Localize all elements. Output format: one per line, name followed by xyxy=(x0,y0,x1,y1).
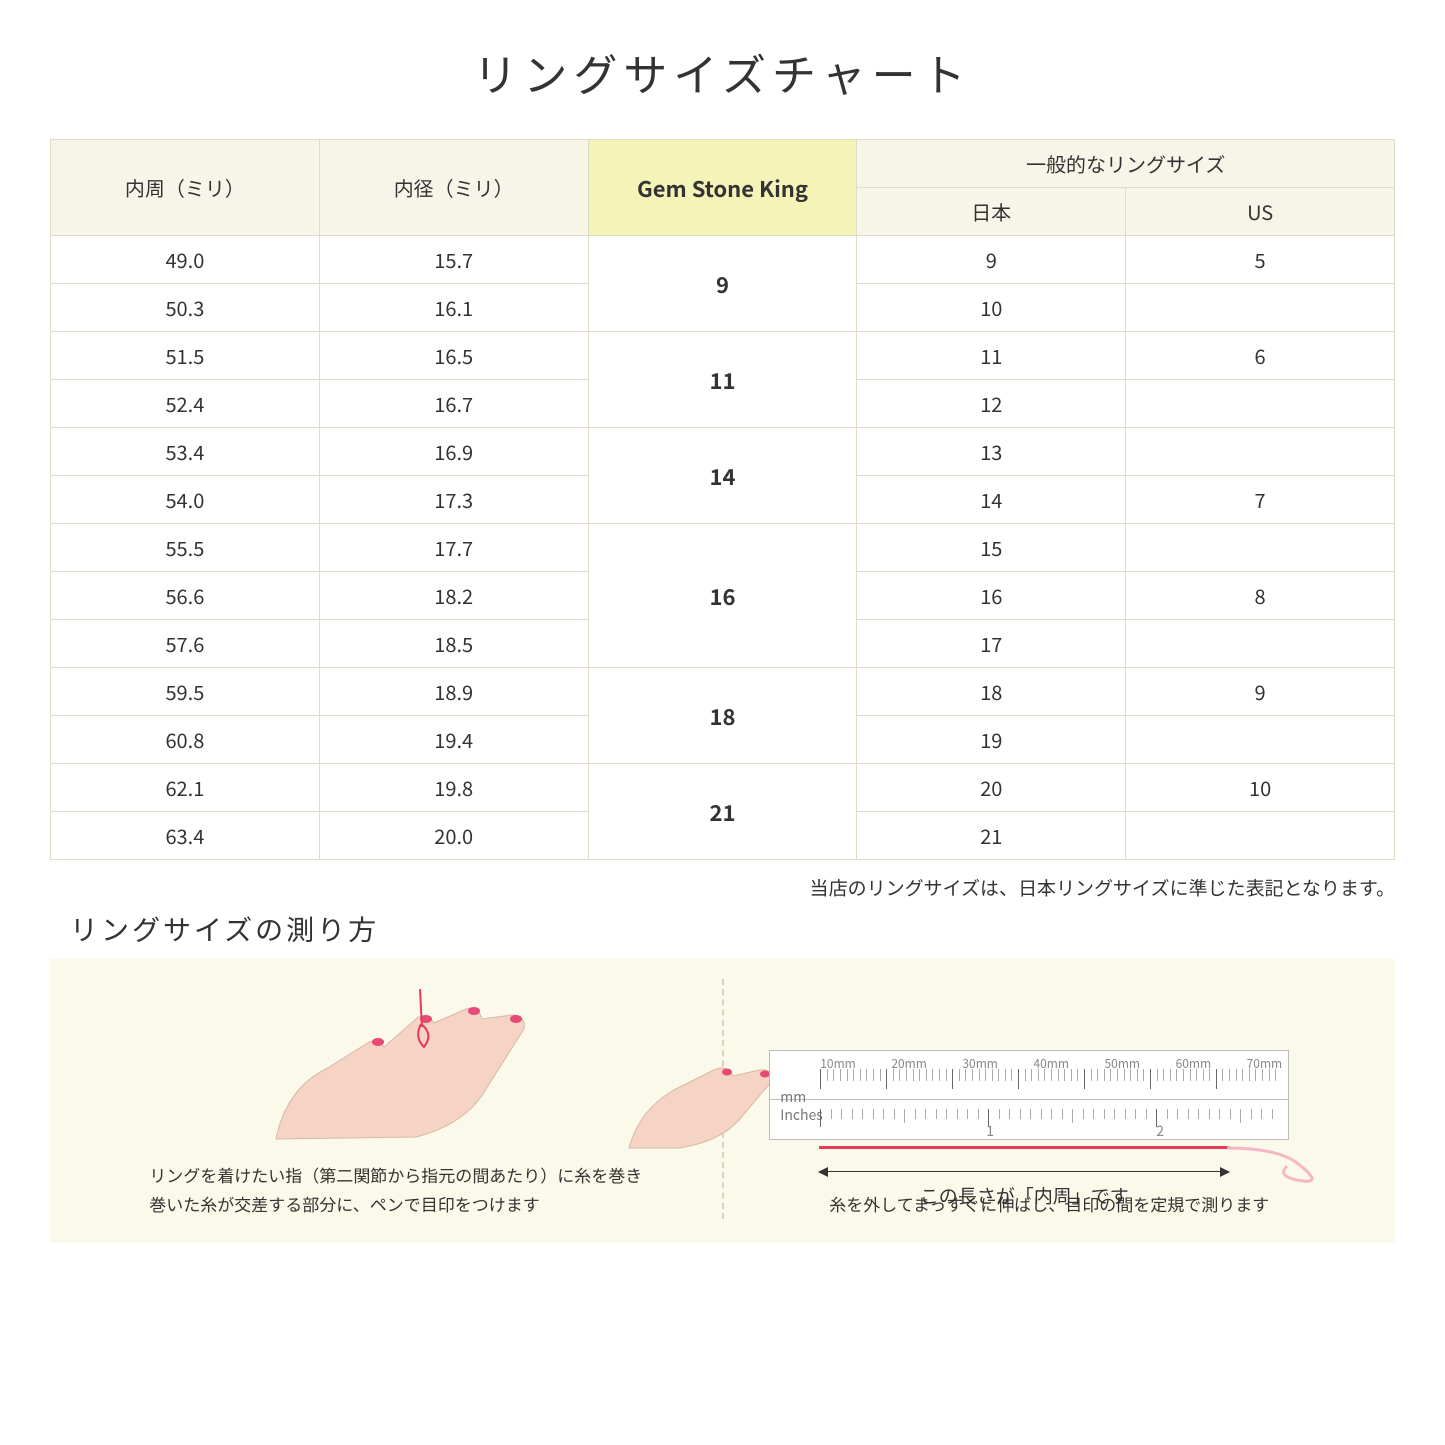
howto-left-line1: リングを着けたい指（第二関節から指元の間あたり）に糸を巻き xyxy=(149,1162,642,1187)
cell-us xyxy=(1126,284,1395,332)
cell-us xyxy=(1126,524,1395,572)
cell-japan: 12 xyxy=(857,380,1126,428)
cell-us: 9 xyxy=(1126,668,1395,716)
cell-japan: 20 xyxy=(857,764,1126,812)
cell-gsk: 11 xyxy=(588,332,857,428)
cell-gsk: 21 xyxy=(588,764,857,860)
cell-diameter: 17.7 xyxy=(319,524,588,572)
cell-diameter: 16.5 xyxy=(319,332,588,380)
cell-diameter: 16.7 xyxy=(319,380,588,428)
cell-circumference: 63.4 xyxy=(51,812,320,860)
th-diameter: 内径（ミリ） xyxy=(319,140,588,236)
howto-left-caption: リングを着けたい指（第二関節から指元の間あたり）に糸を巻き 巻いた糸が交差する部… xyxy=(149,1161,642,1219)
cell-circumference: 53.4 xyxy=(51,428,320,476)
howto-right: 10mm20mm30mm40mm50mm60mm70mm mm Inches 1… xyxy=(734,979,1366,1219)
dimension-arrow xyxy=(819,1160,1229,1184)
cell-circumference: 56.6 xyxy=(51,572,320,620)
cell-us xyxy=(1126,428,1395,476)
cell-circumference: 54.0 xyxy=(51,476,320,524)
cell-us: 7 xyxy=(1126,476,1395,524)
cell-gsk: 16 xyxy=(588,524,857,668)
cell-circumference: 60.8 xyxy=(51,716,320,764)
cell-diameter: 16.9 xyxy=(319,428,588,476)
cell-gsk: 18 xyxy=(588,668,857,764)
cell-circumference: 62.1 xyxy=(51,764,320,812)
ring-size-table: 内周（ミリ） 内径（ミリ） Gem Stone King 一般的なリングサイズ … xyxy=(50,139,1395,860)
th-general: 一般的なリングサイズ xyxy=(857,140,1395,188)
cell-japan: 14 xyxy=(857,476,1126,524)
cell-japan: 11 xyxy=(857,332,1126,380)
th-us: US xyxy=(1126,188,1395,236)
cell-diameter: 17.3 xyxy=(319,476,588,524)
cell-us: 8 xyxy=(1126,572,1395,620)
dimension-label: この長さが「内周」です xyxy=(819,1182,1229,1209)
ruler-in-label: Inches xyxy=(780,1105,823,1125)
cell-japan: 9 xyxy=(857,236,1126,284)
cell-japan: 17 xyxy=(857,620,1126,668)
cell-diameter: 20.0 xyxy=(319,812,588,860)
howto-left-line2: 巻いた糸が交差する部分に、ペンで目印をつけます xyxy=(149,1191,540,1216)
table-row: 51.516.511116 xyxy=(51,332,1395,380)
cell-japan: 18 xyxy=(857,668,1126,716)
cell-japan: 10 xyxy=(857,284,1126,332)
cell-diameter: 15.7 xyxy=(319,236,588,284)
table-row: 62.119.8212010 xyxy=(51,764,1395,812)
cell-japan: 16 xyxy=(857,572,1126,620)
cell-us: 10 xyxy=(1126,764,1395,812)
cell-circumference: 55.5 xyxy=(51,524,320,572)
howto-left: リングを着けたい指（第二関節から指元の間あたり）に糸を巻き 巻いた糸が交差する部… xyxy=(80,979,712,1219)
cell-diameter: 18.5 xyxy=(319,620,588,668)
cell-japan: 21 xyxy=(857,812,1126,860)
cell-diameter: 18.2 xyxy=(319,572,588,620)
cell-circumference: 52.4 xyxy=(51,380,320,428)
cell-circumference: 49.0 xyxy=(51,236,320,284)
ruler: 10mm20mm30mm40mm50mm60mm70mm mm Inches 1… xyxy=(769,1050,1289,1140)
th-gsk: Gem Stone King xyxy=(588,140,857,236)
th-japan: 日本 xyxy=(857,188,1126,236)
page-title: リングサイズチャート xyxy=(50,40,1395,104)
red-thread xyxy=(819,1146,1229,1149)
cell-us xyxy=(1126,380,1395,428)
cell-japan: 19 xyxy=(857,716,1126,764)
ruler-mm-label: mm xyxy=(780,1087,806,1107)
cell-diameter: 16.1 xyxy=(319,284,588,332)
cell-diameter: 19.8 xyxy=(319,764,588,812)
cell-circumference: 59.5 xyxy=(51,668,320,716)
th-circumference: 内周（ミリ） xyxy=(51,140,320,236)
cell-us xyxy=(1126,620,1395,668)
cell-japan: 15 xyxy=(857,524,1126,572)
red-thread-curl xyxy=(1227,1138,1347,1188)
howto-title: リングサイズの測り方 xyxy=(70,909,1395,949)
ruler-illustration: 10mm20mm30mm40mm50mm60mm70mm mm Inches 1… xyxy=(769,1050,1329,1140)
table-row: 49.015.7995 xyxy=(51,236,1395,284)
cell-us xyxy=(1126,716,1395,764)
cell-circumference: 57.6 xyxy=(51,620,320,668)
cell-circumference: 50.3 xyxy=(51,284,320,332)
table-row: 59.518.918189 xyxy=(51,668,1395,716)
cell-japan: 13 xyxy=(857,428,1126,476)
cell-us: 5 xyxy=(1126,236,1395,284)
cell-diameter: 19.4 xyxy=(319,716,588,764)
cell-us xyxy=(1126,812,1395,860)
cell-diameter: 18.9 xyxy=(319,668,588,716)
hand-illustration xyxy=(216,979,576,1149)
table-note: 当店のリングサイズは、日本リングサイズに準じた表記となります。 xyxy=(50,874,1395,901)
cell-gsk: 14 xyxy=(588,428,857,524)
cell-gsk: 9 xyxy=(588,236,857,332)
cell-circumference: 51.5 xyxy=(51,332,320,380)
table-row: 55.517.71615 xyxy=(51,524,1395,572)
table-row: 53.416.91413 xyxy=(51,428,1395,476)
howto-panel: リングを着けたい指（第二関節から指元の間あたり）に糸を巻き 巻いた糸が交差する部… xyxy=(50,959,1395,1243)
cell-us: 6 xyxy=(1126,332,1395,380)
